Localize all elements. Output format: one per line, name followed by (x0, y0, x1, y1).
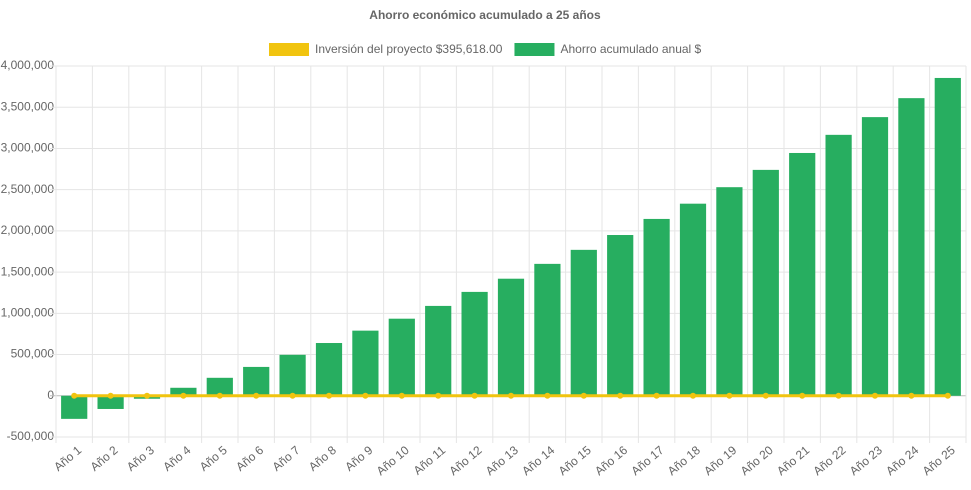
y-tick-label: 2,000,000 (1, 223, 55, 237)
line-point (653, 392, 660, 399)
line-point (835, 392, 842, 399)
line-point (872, 392, 878, 399)
bar (279, 354, 306, 396)
line-point (180, 392, 187, 399)
chart-title: Ahorro económico acumulado a 25 años (369, 8, 601, 22)
x-tick-label: Año 16 (592, 443, 630, 478)
bar (61, 395, 88, 419)
x-tick-label: Año 5 (197, 443, 230, 474)
x-tick-label: Año 21 (774, 443, 812, 478)
line-point (580, 392, 587, 399)
line-point (144, 392, 150, 399)
x-tick-label: Año 3 (124, 443, 157, 474)
x-tick-label: Año 7 (270, 443, 303, 474)
legend-swatch (269, 43, 309, 56)
line-point (71, 392, 78, 399)
line-point (362, 392, 369, 399)
bar (425, 305, 452, 396)
x-tick-label: Año 13 (483, 443, 521, 478)
y-tick-label: -500,000 (7, 429, 55, 443)
y-tick-label: 500,000 (11, 347, 55, 361)
bar (497, 278, 525, 396)
bar (170, 387, 197, 396)
line-point (908, 392, 915, 399)
line-point (326, 392, 332, 399)
line-point (471, 392, 478, 399)
y-tick-label: 3,500,000 (1, 99, 55, 113)
bar (206, 377, 233, 396)
bar (570, 249, 597, 396)
x-tick-label: Año 9 (342, 443, 375, 474)
bar (679, 203, 707, 396)
x-tick-label: Año 11 (411, 443, 449, 478)
x-tick-label: Año 23 (847, 443, 885, 478)
line-point (508, 392, 514, 399)
x-tick-label: Año 10 (374, 443, 412, 478)
x-tick-label: Año 24 (883, 443, 921, 478)
line-point (435, 392, 442, 399)
bar (534, 263, 561, 396)
line-point (762, 392, 769, 399)
bar (243, 366, 270, 396)
bar (643, 218, 670, 396)
legend-label: Ahorro acumulado anual $ (560, 42, 701, 56)
legend-swatch (514, 43, 555, 56)
x-tick-label: Año 15 (556, 443, 594, 478)
y-tick-label: 3,000,000 (1, 141, 55, 155)
bar (352, 330, 379, 396)
x-tick-label: Año 1 (51, 443, 84, 474)
line-point (398, 392, 405, 399)
x-tick-label: Año 18 (665, 443, 703, 478)
line-point (690, 392, 696, 399)
x-tick-label: Año 25 (920, 443, 958, 478)
y-tick-label: 1,000,000 (1, 306, 55, 320)
bar (716, 187, 743, 396)
line-point (289, 392, 296, 399)
y-tick-label: 1,500,000 (1, 264, 55, 278)
bar (752, 169, 779, 396)
x-tick-label: Año 8 (306, 443, 339, 474)
x-tick-label: Año 22 (810, 443, 848, 478)
bar (607, 235, 634, 396)
x-tick-label: Año 20 (738, 443, 776, 478)
bar (825, 134, 852, 396)
x-tick-label: Año 17 (628, 443, 666, 478)
bar (934, 77, 961, 396)
x-tick-label: Año 14 (519, 443, 557, 478)
x-tick-label: Año 2 (88, 443, 121, 474)
x-tick-label: Año 4 (160, 443, 193, 474)
x-tick-label: Año 6 (233, 443, 266, 474)
line-point (253, 392, 260, 399)
line-point (107, 392, 114, 399)
line-point (617, 392, 624, 399)
bar (97, 395, 124, 409)
line-point (799, 392, 806, 399)
legend-label: Inversión del proyecto $395,618.00 (315, 42, 503, 56)
bar (789, 152, 816, 396)
line-point (544, 392, 551, 399)
line-point (944, 392, 951, 399)
bar (861, 117, 889, 396)
bar (388, 318, 415, 396)
bar (898, 98, 925, 396)
x-tick-label: Año 19 (701, 443, 739, 478)
x-tick-label: Año 12 (446, 443, 484, 478)
y-tick-label: 2,500,000 (1, 182, 55, 196)
y-tick-label: 0 (47, 388, 54, 402)
line-point (726, 392, 733, 399)
y-tick-label: 4,000,000 (1, 58, 55, 72)
bar (461, 291, 488, 396)
line-point (216, 392, 223, 399)
bar (315, 343, 343, 396)
